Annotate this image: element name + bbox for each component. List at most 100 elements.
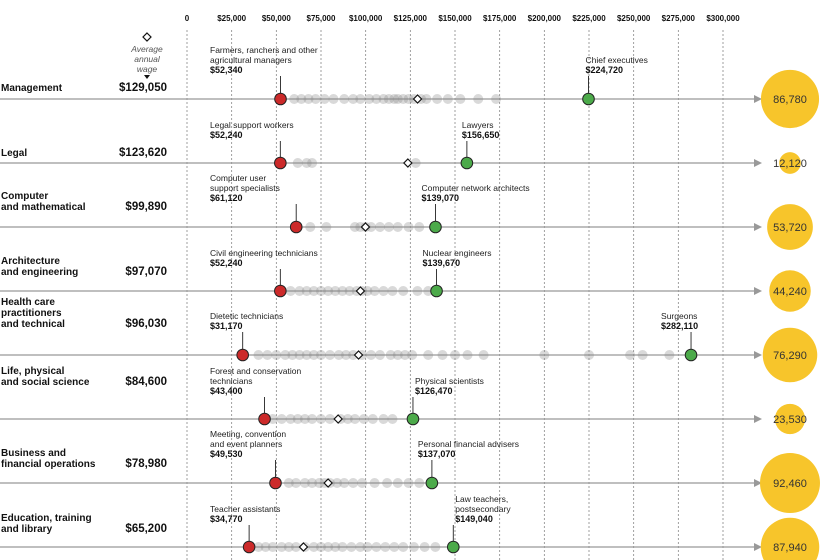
occupation-row: Legal $123,620 Legal support workers$52,24… bbox=[0, 120, 807, 174]
occupation-dot bbox=[399, 350, 410, 360]
occupation-dot bbox=[414, 222, 425, 232]
low-wage-dot bbox=[274, 92, 287, 106]
category-label: Computer bbox=[1, 191, 48, 202]
occupation-dot bbox=[539, 350, 550, 360]
arrow-head-icon bbox=[754, 287, 762, 295]
high-occupation-name: Chief executives bbox=[585, 55, 647, 65]
occupation-dot bbox=[267, 542, 278, 552]
high-occupation-name: Physical scientists bbox=[415, 376, 484, 386]
x-tick-label: $25,000 bbox=[217, 14, 246, 23]
occupation-dot bbox=[323, 286, 334, 296]
high-occupation-wage: $126,470 bbox=[415, 386, 453, 396]
occupation-dot bbox=[283, 542, 294, 552]
occupation-dot bbox=[407, 350, 418, 360]
average-wage-value: $129,050 bbox=[119, 82, 167, 94]
category-label: practitioners bbox=[1, 308, 62, 319]
occupation-dot bbox=[392, 478, 403, 488]
x-tick-label: $125,000 bbox=[394, 14, 428, 23]
average-marker bbox=[403, 158, 413, 168]
low-occupation-name: agricultural managers bbox=[210, 55, 292, 65]
occupation-row: Management $129,050 Farmers, ranchers and … bbox=[0, 45, 820, 129]
average-wage-value: $123,620 bbox=[119, 147, 167, 159]
occupation-dot bbox=[348, 478, 359, 488]
low-wage-dot bbox=[289, 220, 303, 234]
occupation-dot bbox=[398, 94, 409, 104]
occupation-dot bbox=[323, 542, 334, 552]
average-marker bbox=[360, 222, 371, 232]
low-occupation-name: Forest and conservation bbox=[210, 366, 301, 376]
average-wage-value: $84,600 bbox=[125, 376, 167, 388]
average-marker bbox=[355, 286, 366, 296]
x-tick-label: 0 bbox=[185, 14, 190, 23]
occupation-dot bbox=[307, 414, 318, 424]
occupation-dot bbox=[299, 478, 310, 488]
high-occupation-wage: $224,720 bbox=[585, 65, 623, 75]
occupation-dot bbox=[330, 542, 341, 552]
occupation-dot bbox=[358, 414, 369, 424]
occupation-dot bbox=[283, 478, 294, 488]
low-occupation-name: Dietetic technicians bbox=[210, 311, 283, 321]
low-occupation-name: Legal support workers bbox=[210, 120, 294, 130]
average-marker bbox=[298, 542, 309, 552]
occupation-dot bbox=[341, 350, 352, 360]
occupation-dot bbox=[383, 222, 394, 232]
occupation-dot bbox=[371, 94, 382, 104]
occupation-dot bbox=[314, 478, 325, 488]
occupation-dot bbox=[392, 350, 403, 360]
occupation-dot bbox=[455, 94, 466, 104]
occupation-dot bbox=[344, 286, 355, 296]
employment-bubble bbox=[769, 270, 811, 312]
occupation-dot bbox=[337, 286, 348, 296]
category-label: and technical bbox=[1, 319, 65, 330]
occupation-dot bbox=[421, 94, 432, 104]
occupation-dot bbox=[432, 94, 443, 104]
low-wage-dot bbox=[274, 156, 287, 170]
occupation-dot bbox=[294, 350, 305, 360]
occupation-dot bbox=[374, 350, 385, 360]
occupation-dot bbox=[303, 94, 314, 104]
occupation-dot bbox=[262, 350, 273, 360]
low-occupation-name: support specialists bbox=[210, 183, 280, 193]
low-occupation-wage: $31,170 bbox=[210, 321, 243, 331]
high-occupation-wage: $139,670 bbox=[423, 258, 461, 268]
occupation-dot bbox=[392, 94, 403, 104]
average-marker bbox=[412, 94, 423, 104]
category-label: Business and bbox=[1, 448, 66, 459]
occupation-dot bbox=[305, 222, 316, 232]
occupation-dot bbox=[491, 94, 502, 104]
occupation-dot bbox=[473, 94, 484, 104]
category-label: financial operations bbox=[1, 459, 96, 470]
category-label: and library bbox=[1, 524, 53, 535]
occupation-dot bbox=[307, 158, 318, 168]
occupation-dot bbox=[339, 94, 350, 104]
x-tick-label: $275,000 bbox=[662, 14, 696, 23]
occupation-dot bbox=[294, 286, 305, 296]
occupation-dot bbox=[389, 94, 400, 104]
x-tick-label: $250,000 bbox=[617, 14, 651, 23]
average-wage-value: $65,200 bbox=[125, 523, 167, 535]
occupation-dot bbox=[337, 542, 348, 552]
arrow-head-icon bbox=[754, 543, 762, 551]
average-wage-header-line: annual bbox=[134, 54, 161, 64]
high-wage-dot bbox=[429, 220, 442, 234]
low-occupation-name: technicians bbox=[210, 376, 253, 386]
occupation-dot bbox=[355, 94, 366, 104]
occupation-dot bbox=[478, 350, 489, 360]
low-occupation-name: Farmers, ranchers and other bbox=[210, 45, 318, 55]
arrow-head-icon bbox=[754, 159, 762, 167]
employment-count: 53,720 bbox=[773, 222, 807, 234]
high-occupation-name: Law teachers, bbox=[455, 494, 508, 504]
occupation-dot bbox=[410, 158, 421, 168]
arrow-head-icon bbox=[754, 479, 762, 487]
occupation-dot bbox=[383, 94, 394, 104]
occupation-dot bbox=[362, 542, 373, 552]
occupation-dot bbox=[403, 222, 414, 232]
employment-bubble bbox=[760, 517, 820, 560]
occupation-dot bbox=[380, 542, 391, 552]
high-wage-dot bbox=[684, 348, 698, 362]
gridlines bbox=[186, 30, 724, 560]
occupation-dot bbox=[462, 350, 473, 360]
occupation-dot bbox=[342, 414, 353, 424]
